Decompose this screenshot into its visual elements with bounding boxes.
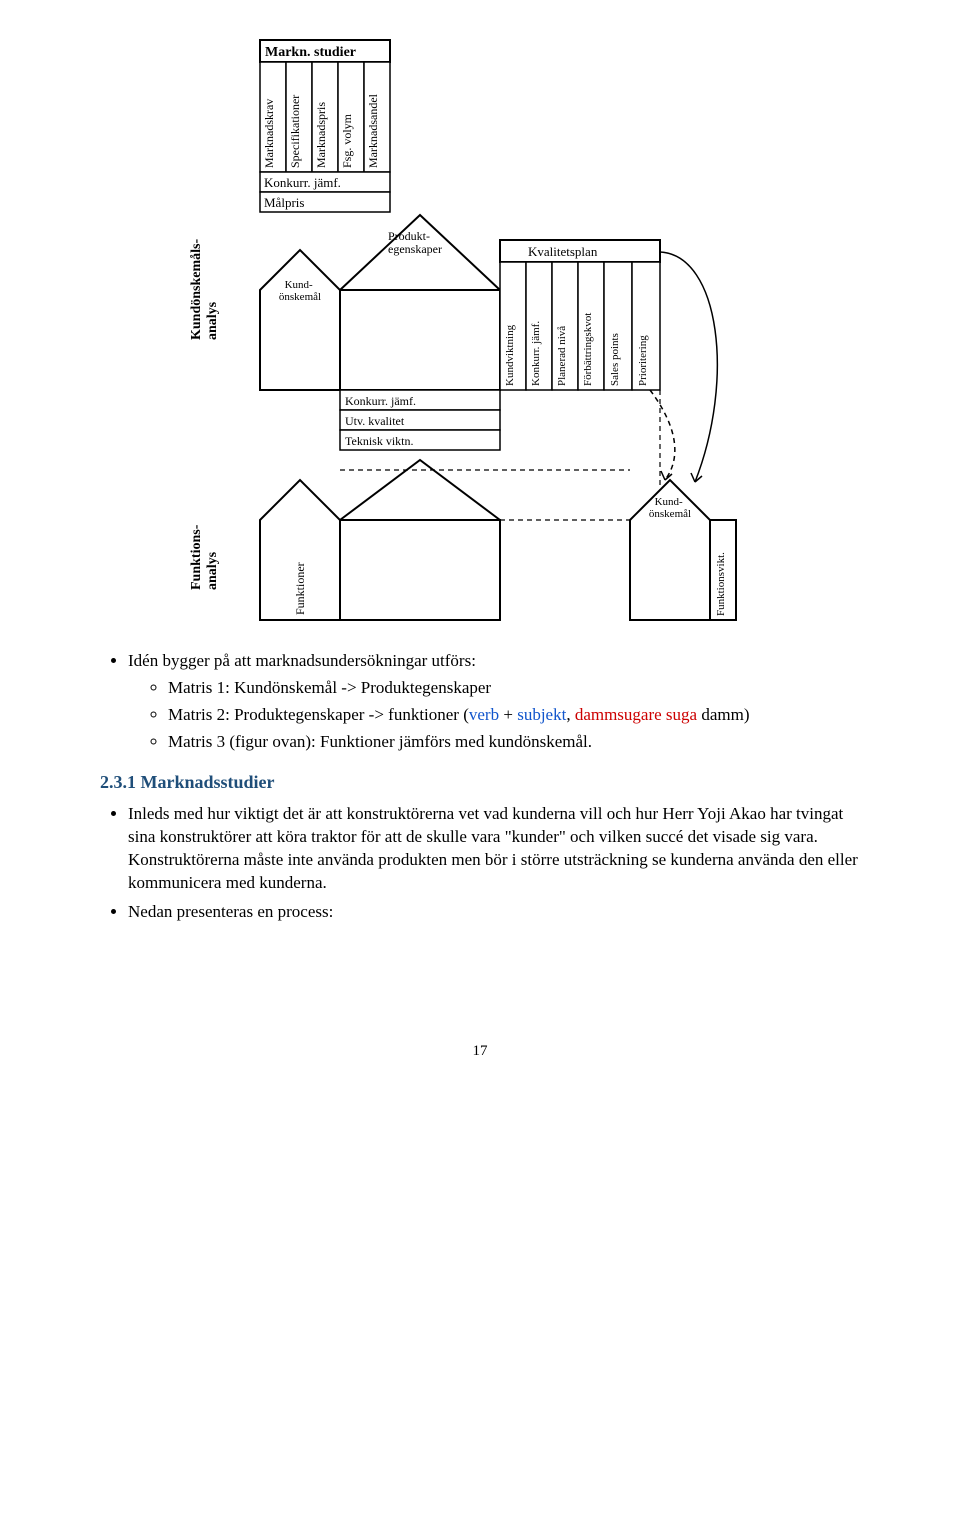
house2-side-title: Kundönskemåls- analys [189, 235, 220, 340]
page-number: 17 [100, 1043, 860, 1060]
svg-text:Marknadskrav: Marknadskrav [262, 99, 276, 168]
house3-side-title: Funktions- analys [189, 521, 220, 590]
svg-text:Marknadsandel: Marknadsandel [366, 93, 380, 168]
section-p2: Nedan presenteras en process: [128, 901, 860, 924]
qfd-diagram: Markn. studier Marknadskrav Specifikatio… [160, 30, 740, 630]
house2: Kundönskemåls- analys Produkt- egenskape… [189, 215, 660, 450]
svg-text:Teknisk viktn.: Teknisk viktn. [345, 434, 414, 448]
house1-cols: Marknadskrav Specifikationer Marknadspri… [260, 62, 390, 172]
svg-text:Kund- önskemål: Kund- önskemål [279, 279, 321, 303]
house1-title: Markn. studier [265, 45, 356, 60]
svg-text:Målpris: Målpris [264, 195, 304, 210]
idea-line: Idén bygger på att marknadsundersökninga… [128, 650, 860, 754]
svg-text:Sales points: Sales points [609, 333, 621, 386]
svg-text:Kvalitetsplan: Kvalitetsplan [528, 244, 598, 259]
house1: Markn. studier Marknadskrav Specifikatio… [260, 40, 390, 212]
svg-text:Funktionsvikt.: Funktionsvikt. [715, 552, 727, 616]
svg-text:Prioritering: Prioritering [637, 335, 649, 386]
section-p1: Inleds med hur viktigt det är att konstr… [128, 803, 860, 895]
matrix-3: Matris 3 (figur ovan): Funktioner jämför… [168, 731, 860, 754]
svg-text:Kund- önskemål: Kund- önskemål [649, 496, 691, 520]
svg-text:Konkurr. jämf.: Konkurr. jämf. [264, 175, 341, 190]
matrix-1: Matris 1: Kundönskemål -> Produktegenska… [168, 677, 860, 700]
svg-text:Funktioner: Funktioner [293, 562, 307, 615]
svg-text:Kundviktning: Kundviktning [504, 324, 516, 386]
house2-right-cols: Kundviktning Konkurr. jämf. Planerad niv… [500, 262, 660, 390]
idea-bullet-list: Idén bygger på att marknadsundersökninga… [100, 650, 860, 754]
svg-text:Planerad nivå: Planerad nivå [556, 326, 568, 386]
svg-text:Konkurr. jämf.: Konkurr. jämf. [530, 321, 542, 386]
svg-text:Förbättringskvot: Förbättringskvot [582, 313, 594, 386]
idea-text: Idén bygger på att marknadsundersökninga… [128, 651, 476, 670]
svg-text:Konkurr. jämf.: Konkurr. jämf. [345, 394, 416, 408]
svg-text:Utv. kvalitet: Utv. kvalitet [345, 414, 405, 428]
matrix-2: Matris 2: Produktegenskaper -> funktione… [168, 704, 860, 727]
svg-text:Marknadspris: Marknadspris [314, 102, 328, 168]
svg-text:Specifikationer: Specifikationer [288, 95, 302, 168]
svg-text:Fsg. volym: Fsg. volym [340, 113, 354, 168]
section-bullets: Inleds med hur viktigt det är att konstr… [100, 803, 860, 924]
section-heading: 2.3.1 Marknadsstudier [100, 772, 860, 793]
